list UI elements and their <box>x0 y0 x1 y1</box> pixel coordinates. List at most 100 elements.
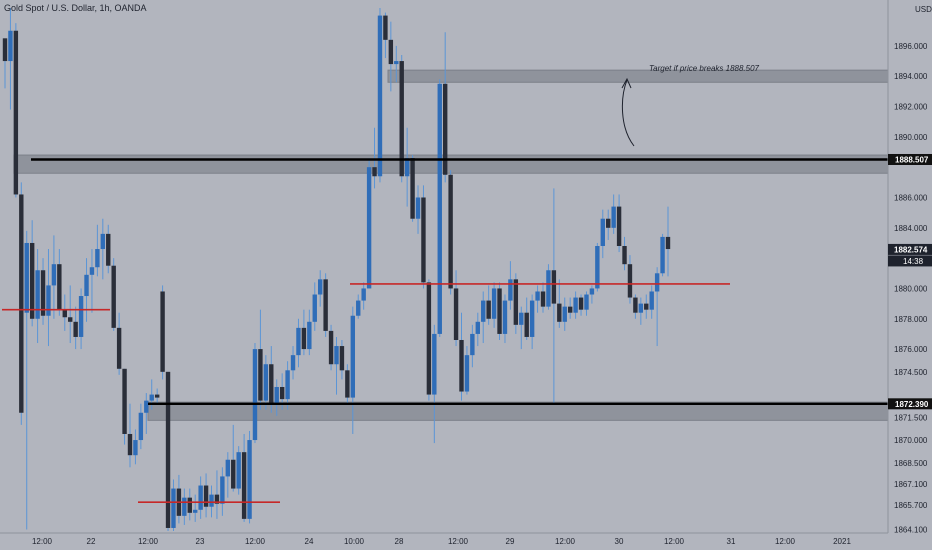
candle-body <box>502 300 508 334</box>
candle-body <box>220 476 225 504</box>
candle-body <box>73 321 78 337</box>
candle-body <box>133 440 138 456</box>
level-price-badge-text: 1888.507 <box>895 155 929 164</box>
candle-body <box>377 15 383 177</box>
currency-label[interactable]: USD <box>915 5 932 14</box>
candle-body <box>366 167 372 289</box>
candle-body <box>633 297 638 313</box>
price-tick-label: 1865.700 <box>894 501 928 510</box>
candle-body <box>350 315 356 398</box>
candle-body <box>546 270 551 307</box>
candle-body <box>654 273 660 292</box>
candle-body <box>317 279 323 295</box>
candle-body <box>486 300 491 319</box>
candle-body <box>394 61 399 65</box>
price-tick-label: 1864.100 <box>894 525 928 534</box>
candle-body <box>78 296 84 337</box>
candle-body <box>404 158 410 177</box>
price-tick-label: 1884.000 <box>894 224 928 233</box>
candle-body <box>470 333 475 356</box>
candle-body <box>247 440 252 519</box>
price-tick-label: 1867.100 <box>894 480 928 489</box>
candle-body <box>312 294 317 322</box>
countdown-badge <box>888 255 932 267</box>
candle-body <box>660 236 665 274</box>
candle-body <box>372 167 377 177</box>
candle-body <box>611 206 616 228</box>
candle-body <box>285 370 290 400</box>
time-tick-label: 12:00 <box>555 537 576 546</box>
time-tick-label: 12:00 <box>448 537 469 546</box>
candle-body <box>149 394 154 401</box>
candle-body <box>269 364 274 404</box>
price-tick-label: 1870.000 <box>894 436 928 445</box>
price-tick-label: 1894.000 <box>894 72 928 81</box>
arrow-head <box>621 77 632 89</box>
time-tick-label: 12:00 <box>138 537 159 546</box>
candle-body <box>421 197 426 283</box>
candle-body <box>497 288 502 334</box>
candle-body <box>567 306 573 313</box>
candle-body <box>307 321 312 350</box>
candle-body <box>551 270 557 304</box>
candle-body <box>57 264 62 310</box>
price-tick-label: 1871.500 <box>894 413 928 422</box>
candle-body <box>426 282 432 395</box>
candle-body <box>453 288 459 340</box>
price-tick-label: 1868.500 <box>894 459 928 468</box>
candle-body <box>334 346 339 365</box>
last-price-badge <box>888 243 932 255</box>
level-price-badge <box>888 153 932 165</box>
candle-body <box>203 485 209 507</box>
candle-body <box>410 158 415 219</box>
candle-body <box>138 412 144 441</box>
time-tick-label: 10:00 <box>344 537 365 546</box>
candle-body <box>638 303 644 313</box>
candle-body <box>165 371 171 528</box>
last-price-badge-text: 1882.574 <box>894 245 928 254</box>
candle-body <box>600 218 605 247</box>
time-tick-label: 12:00 <box>775 537 796 546</box>
candle-body <box>415 197 421 219</box>
candle-body <box>154 394 160 398</box>
candle-body <box>535 291 540 301</box>
price-tick-label: 1892.000 <box>894 103 928 112</box>
candle-body <box>116 327 122 369</box>
candle-body <box>231 459 236 489</box>
curved-arrow <box>621 79 635 147</box>
candle-body <box>46 285 51 316</box>
candle-body <box>51 264 57 286</box>
time-tick-label: 28 <box>395 537 404 546</box>
candle-body <box>584 294 589 310</box>
candle-body <box>616 206 622 247</box>
candle-body <box>290 355 296 371</box>
candle-body <box>491 288 497 319</box>
candle-body <box>464 355 470 392</box>
time-tick-label: 22 <box>87 537 96 546</box>
candle-body <box>437 83 442 334</box>
candle-body <box>345 370 350 398</box>
candle-body <box>214 494 220 504</box>
time-tick-label: 12:00 <box>664 537 685 546</box>
candle-body <box>627 264 633 298</box>
price-tick-label: 1890.000 <box>894 133 928 142</box>
candle-body <box>241 452 247 519</box>
candle-body <box>361 288 366 301</box>
candle-body <box>589 288 595 295</box>
candle-body <box>127 433 133 456</box>
candle-body <box>279 386 285 400</box>
candle-body <box>40 270 46 316</box>
price-tick-label: 1896.000 <box>894 42 928 51</box>
candle-body <box>622 246 627 265</box>
candle-body <box>89 267 95 275</box>
time-tick-label: 12:00 <box>245 537 266 546</box>
candle-body <box>187 497 192 513</box>
candle-body <box>100 233 106 250</box>
candle-body <box>8 30 13 62</box>
candle-body <box>111 265 116 328</box>
time-tick-label: 23 <box>196 537 205 546</box>
candle-body <box>24 242 29 313</box>
support-resistance-zone <box>387 69 889 83</box>
candle-body <box>35 270 40 319</box>
